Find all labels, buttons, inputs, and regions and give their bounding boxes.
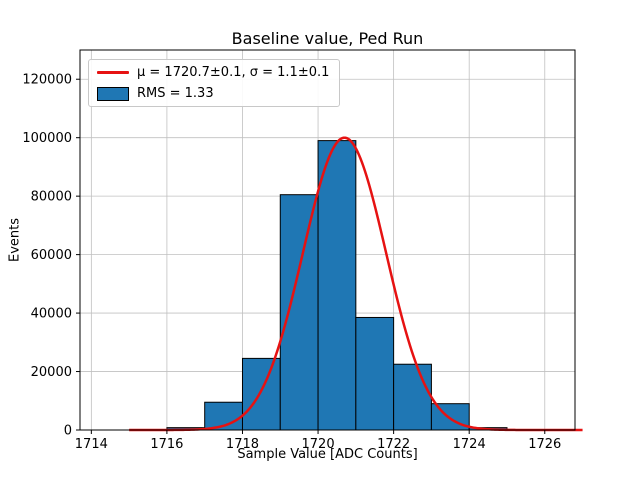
histogram-bar	[241, 357, 281, 431]
histogram-bar	[279, 194, 319, 431]
y-tick-label: 40000	[31, 307, 72, 322]
hist-legend-label: RMS = 1.33	[137, 86, 214, 101]
x-tick-label: 1716	[150, 437, 183, 452]
legend-entry-hist: RMS = 1.33	[97, 86, 329, 101]
x-tick-label: 1726	[528, 437, 561, 452]
histogram-bars	[166, 140, 508, 431]
x-tick-label: 1720	[302, 437, 335, 452]
histogram-bar	[393, 363, 432, 431]
x-tick-label: 1718	[226, 437, 259, 452]
legend-entry-fit: μ = 1720.7±0.1, σ = 1.1±0.1	[97, 65, 329, 80]
fit-line-key	[97, 71, 129, 74]
fit-legend-label: μ = 1720.7±0.1, σ = 1.1±0.1	[137, 65, 330, 80]
x-axis-label: Sample Value [ADC Counts]	[237, 447, 418, 462]
y-tick-label: 100000	[22, 131, 72, 146]
histogram-patch-key	[97, 86, 129, 101]
y-tick-label: 80000	[31, 190, 72, 205]
y-tick-label: 60000	[31, 248, 72, 263]
histogram-bar	[355, 316, 395, 431]
x-tick-label: 1722	[377, 437, 410, 452]
legend-box: μ = 1720.7±0.1, σ = 1.1±0.1 RMS = 1.33	[88, 59, 341, 107]
x-tick-label: 1714	[75, 437, 108, 452]
y-tick-label: 20000	[31, 365, 72, 380]
x-tick-label: 1724	[453, 437, 486, 452]
y-tick-label: 0	[64, 424, 72, 439]
axes-frame	[79, 49, 576, 431]
chart-title: Baseline value, Ped Run	[231, 29, 424, 48]
tick-labels: 1714 1716 1718 1720 1722 1724 1726 0 20000 40000 6…	[22, 73, 561, 452]
histogram-bar	[317, 140, 357, 431]
y-tick-label: 120000	[22, 73, 72, 88]
y-axis-label: Events	[7, 217, 23, 263]
tick-marks	[76, 78, 546, 434]
